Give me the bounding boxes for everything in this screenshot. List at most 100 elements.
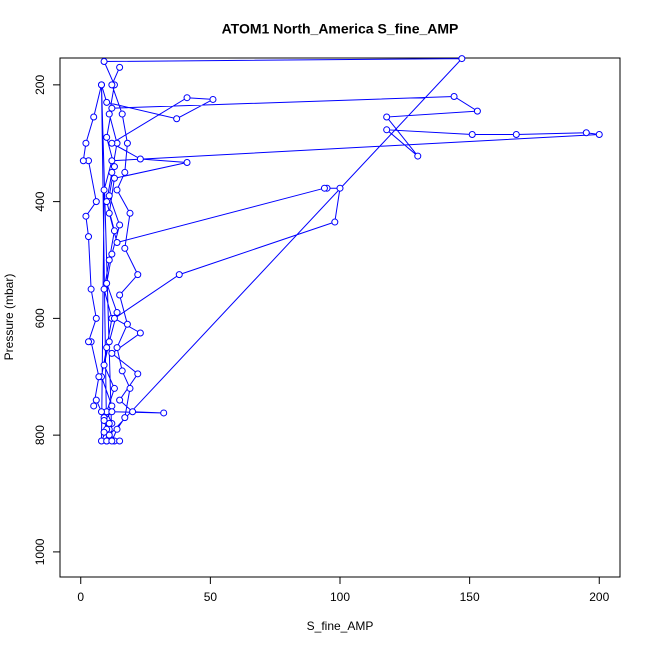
data-point	[173, 115, 181, 123]
y-tick-label: 800	[33, 425, 47, 445]
data-point	[336, 184, 344, 192]
data-point	[116, 221, 124, 229]
data-point	[113, 186, 121, 194]
x-tick-label: 200	[589, 590, 609, 604]
y-axis-label: Pressure (mbar)	[2, 274, 16, 361]
data-point	[95, 373, 103, 381]
data-point	[136, 329, 144, 337]
data-point	[136, 155, 144, 163]
data-point	[108, 81, 116, 89]
data-point	[108, 349, 116, 357]
y-tick-label: 200	[33, 75, 47, 95]
x-tick-label: 50	[204, 590, 218, 604]
data-point	[105, 110, 113, 118]
data-point	[134, 271, 142, 279]
data-point	[113, 238, 121, 246]
data-point	[512, 130, 520, 138]
data-point	[103, 133, 111, 141]
data-point	[110, 174, 118, 182]
data-point	[105, 256, 113, 264]
data-point	[121, 168, 129, 176]
data-point	[92, 198, 100, 206]
data-point	[450, 93, 458, 101]
data-point	[100, 285, 108, 293]
data-point	[105, 431, 113, 439]
data-point	[126, 384, 134, 392]
data-point	[105, 209, 113, 217]
data-point	[103, 344, 111, 352]
data-point	[183, 94, 191, 102]
data-point	[183, 159, 191, 167]
x-tick-label: 100	[330, 590, 350, 604]
x-axis-label: S_fine_AMP	[307, 619, 374, 633]
chart-title: ATOM1 North_America S_fine_AMP	[222, 21, 459, 37]
data-point	[100, 361, 108, 369]
data-point	[118, 367, 126, 375]
data-point	[116, 291, 124, 299]
data-point	[110, 314, 118, 322]
data-point	[108, 157, 116, 165]
data-point	[123, 320, 131, 328]
data-point	[113, 425, 121, 433]
data-point	[116, 437, 124, 445]
data-point	[123, 139, 131, 147]
data-point	[175, 271, 183, 279]
data-point	[105, 419, 113, 427]
data-point	[108, 437, 116, 445]
x-tick-label: 0	[77, 590, 84, 604]
data-point	[116, 396, 124, 404]
data-point	[331, 218, 339, 226]
x-tick-label: 150	[460, 590, 480, 604]
y-tick-label: 600	[33, 308, 47, 328]
data-point	[118, 110, 126, 118]
data-point	[90, 402, 98, 410]
data-point	[129, 408, 137, 416]
data-point	[85, 338, 93, 346]
data-point	[100, 428, 108, 436]
data-point	[108, 168, 116, 176]
data-point	[100, 417, 108, 425]
data-point	[103, 279, 111, 287]
data-point	[90, 113, 98, 121]
data-point	[126, 209, 134, 217]
data-point	[97, 81, 105, 89]
data-point	[113, 309, 121, 317]
data-point	[473, 107, 481, 115]
data-point	[320, 184, 328, 192]
data-point	[383, 113, 391, 121]
data-point	[414, 152, 422, 160]
data-point	[113, 344, 121, 352]
data-point	[100, 58, 108, 66]
data-point	[160, 409, 168, 417]
data-point	[108, 408, 116, 416]
data-point	[110, 227, 118, 235]
data-point	[108, 104, 116, 112]
data-point	[458, 55, 466, 63]
data-point	[108, 250, 116, 258]
data-point	[121, 244, 129, 252]
data-point	[105, 338, 113, 346]
y-tick-label: 1000	[33, 538, 47, 565]
y-tick-label: 400	[33, 191, 47, 211]
data-point	[108, 402, 116, 410]
data-point	[103, 98, 111, 106]
data-point	[85, 233, 93, 241]
data-point	[116, 63, 124, 71]
data-point	[79, 157, 87, 165]
data-point	[383, 126, 391, 134]
data-point	[82, 139, 90, 147]
data-point	[134, 370, 142, 378]
data-point	[209, 95, 217, 103]
data-point	[92, 396, 100, 404]
data-point	[121, 414, 129, 422]
data-point	[105, 192, 113, 200]
data-point	[87, 285, 95, 293]
data-point	[582, 129, 590, 137]
data-point	[110, 163, 118, 171]
data-point	[108, 139, 116, 147]
data-point	[100, 186, 108, 194]
data-point	[92, 314, 100, 322]
data-point	[97, 408, 105, 416]
